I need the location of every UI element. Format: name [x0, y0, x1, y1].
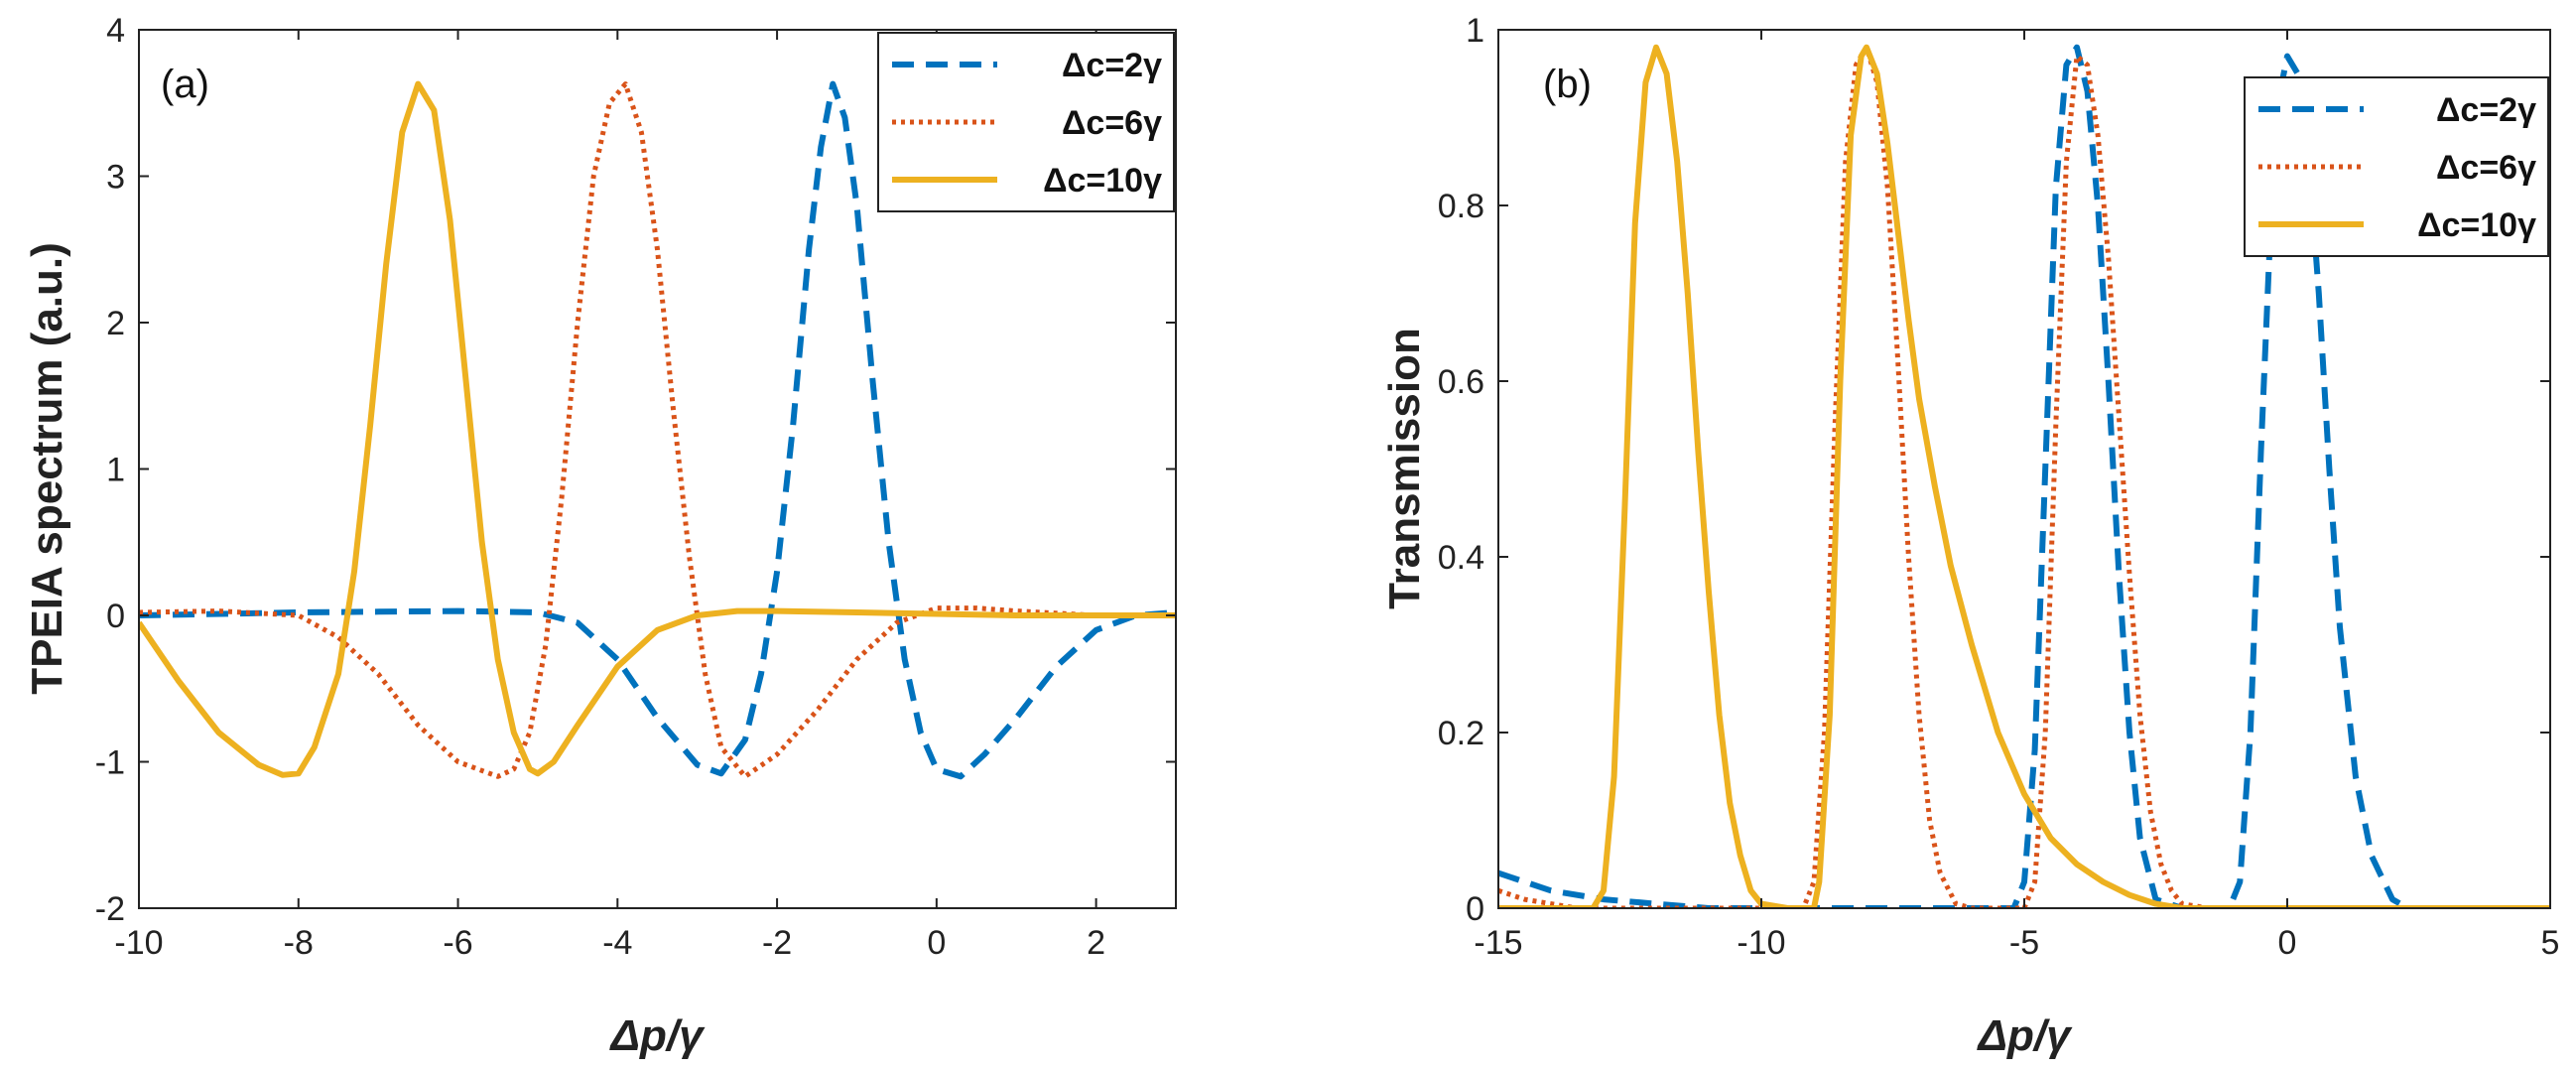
panel-a-series-line-2 [139, 80, 1176, 778]
panel-a-xtick-label-6: 2 [1087, 924, 1105, 962]
panel-a-series-line-1 [139, 81, 1176, 779]
panel-b-legend-label-1: Δc=6γ [2436, 149, 2536, 187]
panel-a-xtick-label-2: -6 [443, 924, 472, 962]
panel-b-series-line-1 [1498, 45, 2550, 908]
panel-a-series-group [139, 80, 1176, 780]
panel-a-legend-label-0: Δc=2γ [1062, 47, 1162, 84]
panel-a-ytick-label-5: 3 [106, 159, 125, 197]
panel-b-ylabel: Transmission [1380, 328, 1429, 609]
panel-a-xtick-label-3: -4 [602, 924, 632, 962]
panel-a-ytick-label-0: -2 [95, 890, 125, 928]
panel-a-legend: Δc=2γ Δc=6γ Δc=10γ [877, 32, 1175, 212]
panel-a: (a) TPEIA spectrum (a.u.) Δp/γ -10 -8 -6 -4… [23, 12, 1177, 1060]
panel-b-xtick-label-2: -5 [2009, 924, 2039, 962]
panel-a-xtick-label-1: -8 [284, 924, 314, 962]
panel-a-ytick-label-3: 1 [106, 452, 125, 489]
panel-a-xtick-label-4: -2 [762, 924, 792, 962]
panel-a-series-line-0 [139, 80, 1176, 780]
panel-b-ytick-label-5: 1 [1466, 12, 1484, 50]
panel-b-xlabel: Δp/γ [1976, 1011, 2073, 1060]
panel-a-legend-label-1: Δc=6γ [1062, 104, 1162, 142]
panel-b-legend: Δc=2γ Δc=6γ Δc=10γ [2244, 76, 2549, 257]
panel-a-ytick-label-1: -1 [95, 744, 125, 782]
panel-b-series-group [1498, 44, 2550, 908]
panel-b-ytick-label-3: 0.6 [1438, 363, 1484, 401]
panel-b: (b) Transmission Δp/γ -15 -10 -5 0 5 0 0.2 0.4 0… [1380, 12, 2559, 1060]
panel-a-ytick-label-6: 4 [106, 12, 125, 50]
panel-b-ytick-label-4: 0.8 [1438, 188, 1484, 225]
panel-b-legend-label-0: Δc=2γ [2436, 91, 2536, 129]
panel-a-xlabel: Δp/γ [608, 1011, 706, 1060]
panel-a-legend-label-2: Δc=10γ [1043, 162, 1162, 200]
panel-a-ytick-label-4: 2 [106, 305, 125, 342]
panel-b-ytick-label-1: 0.2 [1438, 715, 1484, 752]
panel-b-series-line-2 [1498, 44, 2550, 908]
panel-a-ylabel: TPEIA spectrum (a.u.) [23, 242, 71, 695]
panel-b-ytick-label-2: 0.4 [1438, 539, 1484, 577]
panel-b-legend-label-2: Δc=10γ [2417, 206, 2536, 244]
panel-b-label: (b) [1543, 63, 1592, 106]
panel-a-xtick-label-0: -10 [114, 924, 163, 962]
panel-b-ytick-label-0: 0 [1466, 890, 1484, 928]
panel-b-series-line-0 [1498, 44, 2550, 908]
panel-a-ytick-label-2: 0 [106, 598, 125, 635]
panel-b-xtick-label-0: -15 [1474, 924, 1522, 962]
panel-a-xtick-label-5: 0 [927, 924, 946, 962]
panel-b-xtick-label-3: 0 [2278, 924, 2297, 962]
panel-b-xtick-label-1: -10 [1737, 924, 1785, 962]
panel-b-xtick-label-4: 5 [2541, 924, 2560, 962]
panel-a-label: (a) [161, 63, 209, 106]
